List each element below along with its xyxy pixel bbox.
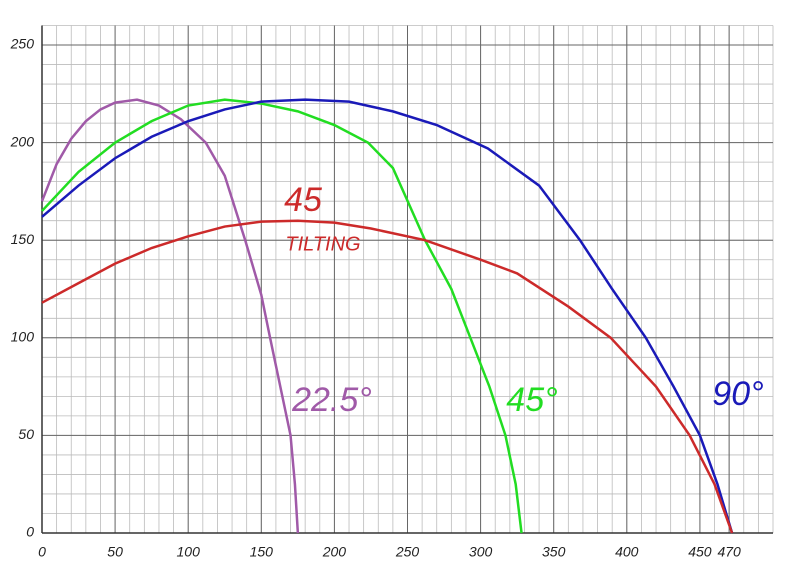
x-tick-label: 300: [469, 544, 493, 560]
x-tick-label: 470: [717, 544, 741, 560]
x-tick-label: 50: [107, 544, 123, 560]
annotation: 45°: [506, 381, 557, 419]
y-tick-label: 50: [18, 426, 34, 442]
y-tick-label: 250: [10, 36, 35, 52]
x-tick-label: 200: [322, 544, 347, 560]
annotation: 45: [284, 181, 322, 219]
annotation: 22.5°: [291, 381, 372, 419]
x-tick-label: 350: [542, 544, 566, 560]
y-tick-label: 200: [10, 133, 35, 149]
x-tick-label: 400: [615, 544, 639, 560]
y-tick-label: 100: [11, 329, 35, 345]
x-tick-label: 100: [177, 544, 201, 560]
x-tick-label: 250: [395, 544, 420, 560]
x-tick-label: 150: [250, 544, 274, 560]
series-line: [40, 98, 300, 534]
y-tick-label: 150: [11, 231, 35, 247]
annotation: TILTING: [285, 233, 360, 255]
x-tick-label: 0: [38, 544, 46, 560]
series-line: [41, 98, 523, 534]
series-line: [41, 98, 734, 534]
series-line: [41, 219, 734, 534]
annotation: 90°: [712, 375, 763, 413]
x-tick-label: 450: [688, 544, 712, 560]
y-tick-label: 0: [26, 524, 34, 540]
